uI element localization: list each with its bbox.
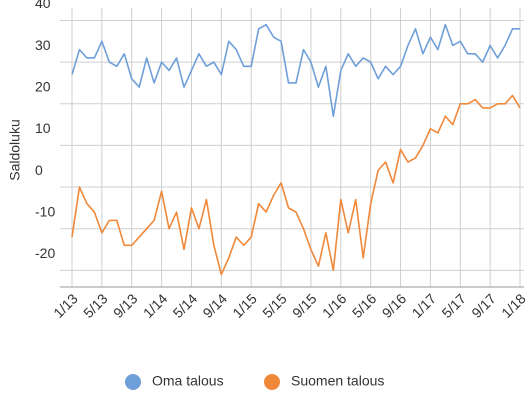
y-tick-label: 10: [35, 120, 51, 136]
x-tick-label: 1/17: [409, 290, 440, 321]
legend-label: Oma talous: [152, 373, 224, 389]
x-tick-label: 5/15: [259, 290, 290, 321]
legend-label: Suomen talous: [291, 373, 384, 389]
x-tick-label: 5/14: [170, 290, 201, 321]
x-tick-label: 1/14: [140, 290, 171, 321]
y-tick-label: -20: [35, 245, 55, 261]
y-tick-label: 20: [35, 78, 51, 94]
series-line: [71, 94, 521, 276]
x-tick-label: 9/13: [110, 290, 141, 321]
x-tick-label: 5/16: [349, 290, 380, 321]
x-tick-label: 5/13: [80, 290, 111, 321]
x-tick-label: 9/16: [379, 290, 410, 321]
y-tick-label: 0: [35, 162, 43, 178]
y-tick-label: 40: [35, 0, 51, 11]
x-tick-label: 1/13: [50, 290, 81, 321]
y-tick-label: -10: [35, 203, 55, 219]
x-tick-label: 9/17: [468, 290, 499, 321]
y-axis-label: Saldoluku: [7, 119, 23, 181]
x-tick-label: 1/18: [498, 290, 528, 321]
legend-marker: [264, 374, 280, 390]
x-tick-label: 1/16: [319, 290, 350, 321]
legend-marker: [125, 374, 141, 390]
x-tick-label: 5/17: [438, 290, 469, 321]
x-tick-label: 9/15: [289, 290, 320, 321]
y-tick-label: 30: [35, 37, 51, 53]
series-line: [71, 23, 520, 118]
x-tick-label: 9/14: [199, 290, 230, 321]
x-tick-label: 1/15: [229, 290, 260, 321]
